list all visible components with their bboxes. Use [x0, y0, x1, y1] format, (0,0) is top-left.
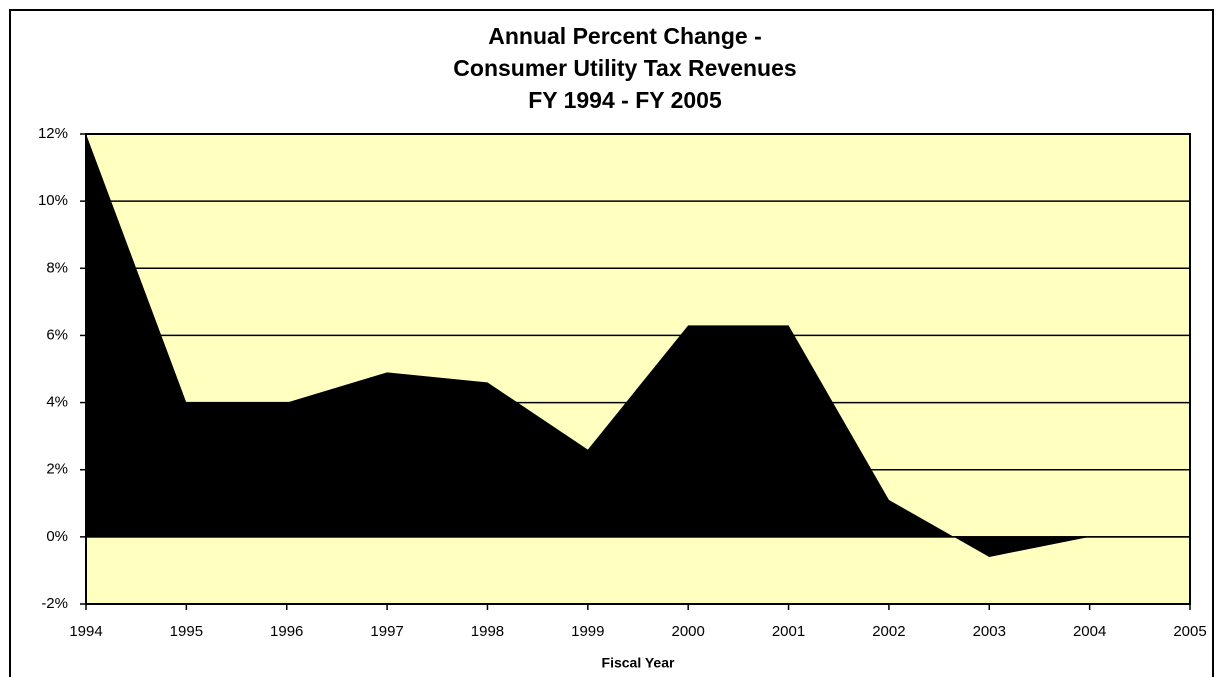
y-tick-label: 10%	[38, 192, 68, 209]
x-tick-label: 2002	[872, 623, 905, 640]
chart-title: FY 1994 - FY 2005	[528, 87, 722, 113]
y-tick-label: 12%	[38, 125, 68, 142]
y-tick-label: -2%	[41, 595, 68, 612]
y-tick-label: 2%	[46, 461, 68, 478]
y-tick-label: 0%	[46, 528, 68, 545]
y-tick-label: 8%	[46, 259, 68, 276]
x-tick-label: 1995	[170, 623, 203, 640]
x-tick-label: 1998	[471, 623, 504, 640]
x-tick-label: 2000	[671, 623, 704, 640]
chart-title: Consumer Utility Tax Revenues	[453, 55, 796, 81]
x-tick-label: 2003	[973, 623, 1006, 640]
x-tick-label: 1999	[571, 623, 604, 640]
x-tick-label: 1997	[370, 623, 403, 640]
x-tick-label: 2005	[1173, 623, 1206, 640]
area	[86, 134, 1090, 557]
x-tick-label: 2004	[1073, 623, 1106, 640]
plot-border	[85, 133, 1191, 605]
x-axis-title: Fiscal Year	[602, 655, 675, 671]
chart-frame	[9, 9, 1214, 677]
x-tick-label: 2001	[772, 623, 805, 640]
y-tick-label: 4%	[46, 394, 68, 411]
y-tick-label: 6%	[46, 326, 68, 343]
chart-title: Annual Percent Change -	[488, 23, 761, 49]
x-tick-label: 1996	[270, 623, 303, 640]
x-tick-label: 1994	[69, 623, 102, 640]
